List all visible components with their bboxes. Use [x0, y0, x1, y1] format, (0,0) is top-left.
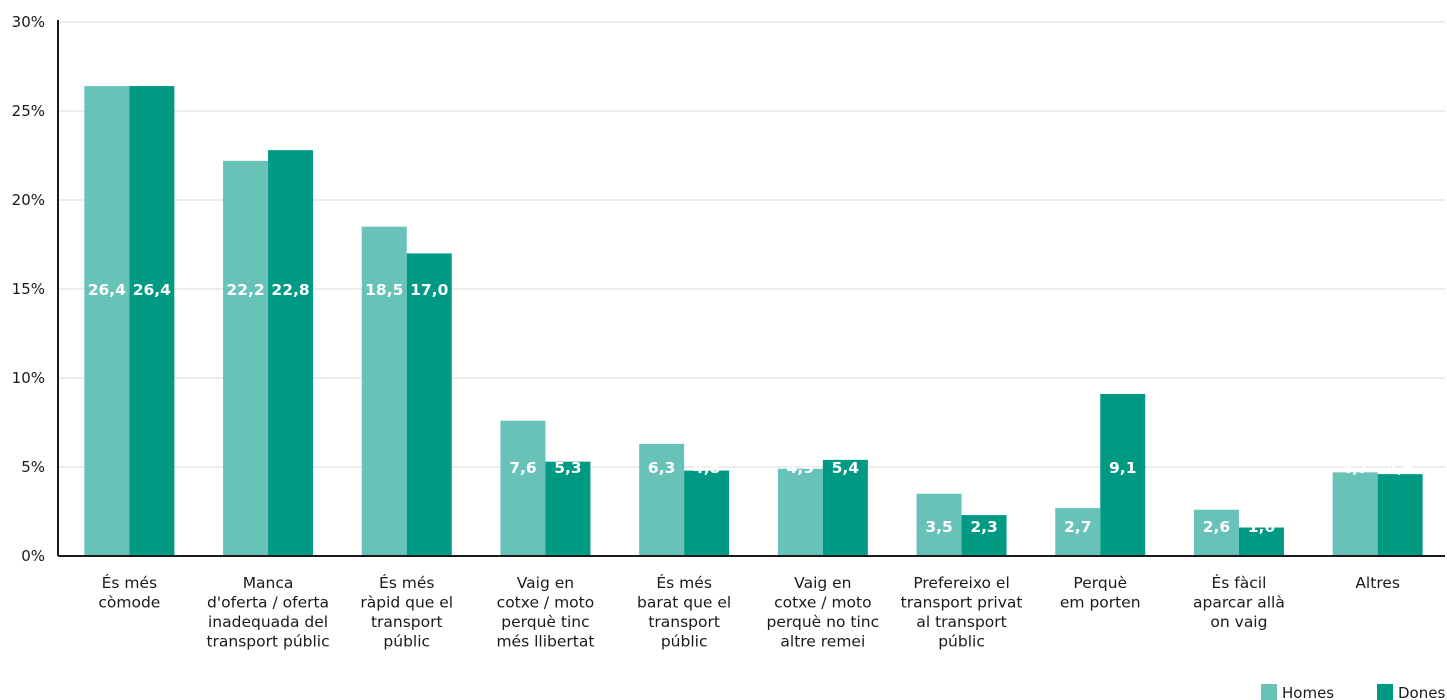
data-label-homes: 3,5	[925, 518, 952, 536]
bar-dones	[1377, 474, 1423, 556]
bar-homes	[1193, 509, 1239, 556]
y-tick-label: 0%	[21, 547, 45, 565]
x-category-label: altre remei	[780, 633, 865, 651]
x-axis-categories: És més còmode Manca d'oferta / ofertainadeq…	[98, 573, 1400, 651]
data-label-dones: 1,6	[1248, 518, 1275, 536]
bar-dones	[822, 459, 868, 556]
x-category-label: Manca	[243, 574, 294, 592]
x-category-label: d'oferta / oferta	[207, 594, 329, 612]
bars	[84, 86, 1423, 556]
data-label-dones: 5,4	[832, 459, 860, 477]
data-label-dones: 4,8	[693, 459, 720, 477]
data-label-dones: 5,3	[554, 459, 581, 477]
legend: Homes Dones	[1261, 684, 1445, 700]
x-category-label: perquè no tinc	[767, 613, 880, 631]
x-category-label: perquè tinc	[501, 613, 589, 631]
bar-dones	[129, 86, 175, 556]
x-category-label: públic	[938, 633, 985, 651]
x-category-label: barat que el	[637, 594, 731, 612]
data-label-dones: 2,3	[970, 518, 997, 536]
x-category-label: cotxe / moto	[497, 594, 595, 612]
bar-homes	[223, 160, 269, 556]
x-category-label: Vaig en	[794, 574, 851, 592]
bar-dones	[268, 150, 314, 556]
data-label-dones: 17,0	[410, 281, 448, 299]
x-category-label: transport privat	[901, 594, 1023, 612]
bar-dones	[545, 461, 591, 556]
data-label-homes: 22,2	[226, 281, 264, 299]
bar-homes	[84, 86, 130, 556]
data-label-homes: 2,7	[1064, 518, 1091, 536]
data-label-homes: 6,3	[648, 459, 675, 477]
x-category-label: més llibertat	[496, 633, 594, 651]
bar-homes	[1332, 472, 1378, 556]
x-category-label: al transport	[916, 613, 1006, 631]
legend-swatch-dones	[1377, 684, 1393, 700]
bar-dones	[406, 253, 452, 556]
legend-label-dones: Dones	[1398, 684, 1445, 700]
x-category-label: És més	[102, 573, 158, 592]
y-axis-ticks: 0% 5% 10% 15% 20% 25% 30%	[12, 13, 45, 565]
x-category-label: És més	[379, 573, 435, 592]
axes	[57, 20, 1445, 557]
y-tick-label: 15%	[12, 280, 45, 298]
data-label-homes: 7,6	[509, 459, 536, 477]
x-category-label: Vaig en	[517, 574, 574, 592]
x-category-label: còmode	[98, 594, 160, 612]
x-category-label: transport	[371, 613, 443, 631]
legend-swatch-homes	[1261, 684, 1277, 700]
x-category-label: on vaig	[1210, 613, 1267, 631]
y-tick-label: 5%	[21, 458, 45, 476]
bar-homes	[500, 420, 546, 556]
data-label-homes: 26,4	[88, 281, 126, 299]
x-category-label: ràpid que el	[360, 594, 453, 612]
x-category-label: cotxe / moto	[774, 594, 872, 612]
x-category-label: inadequada del	[208, 613, 328, 631]
x-category-label: públic	[383, 633, 430, 651]
x-category-label: transport públic	[206, 633, 329, 651]
x-category-label: Altres	[1355, 574, 1400, 592]
x-category-label: És més	[656, 573, 712, 592]
y-tick-label: 30%	[12, 13, 45, 31]
y-tick-label: 20%	[12, 191, 45, 209]
x-category-label: em porten	[1060, 594, 1141, 612]
bar-dones	[1100, 394, 1146, 556]
y-tick-label: 25%	[12, 102, 45, 120]
bar-dones	[684, 470, 730, 556]
bar-homes	[916, 493, 962, 556]
data-label-dones: 26,4	[133, 281, 171, 299]
data-label-homes: 18,5	[365, 281, 403, 299]
bar-dones	[961, 515, 1007, 556]
x-category-label: públic	[661, 633, 708, 651]
x-category-label: És fàcil	[1212, 573, 1267, 592]
bar-homes	[361, 226, 407, 556]
bar-homes	[1055, 507, 1101, 556]
bar-dones	[1238, 527, 1284, 556]
x-category-label: transport	[648, 613, 720, 631]
data-label-dones: 9,1	[1109, 459, 1136, 477]
data-label-homes: 2,6	[1203, 518, 1230, 536]
y-tick-label: 10%	[12, 369, 45, 387]
bar-homes	[777, 468, 823, 556]
data-label-dones: 4,6	[1386, 459, 1413, 477]
x-category-label: aparcar allà	[1193, 594, 1285, 612]
data-label-homes: 4,7	[1341, 459, 1368, 477]
bar-homes	[639, 443, 685, 556]
data-label-dones: 22,8	[271, 281, 309, 299]
x-category-label: Prefereixo el	[913, 574, 1009, 592]
data-label-homes: 4,9	[787, 459, 814, 477]
data-labels: 26,4 26,4 22,2 22,8 18,5 17,0 7,6 5,3 6,3 4,8 4,9 5…	[88, 281, 1414, 536]
legend-label-homes: Homes	[1282, 684, 1334, 700]
x-category-label: Perquè	[1073, 574, 1127, 592]
